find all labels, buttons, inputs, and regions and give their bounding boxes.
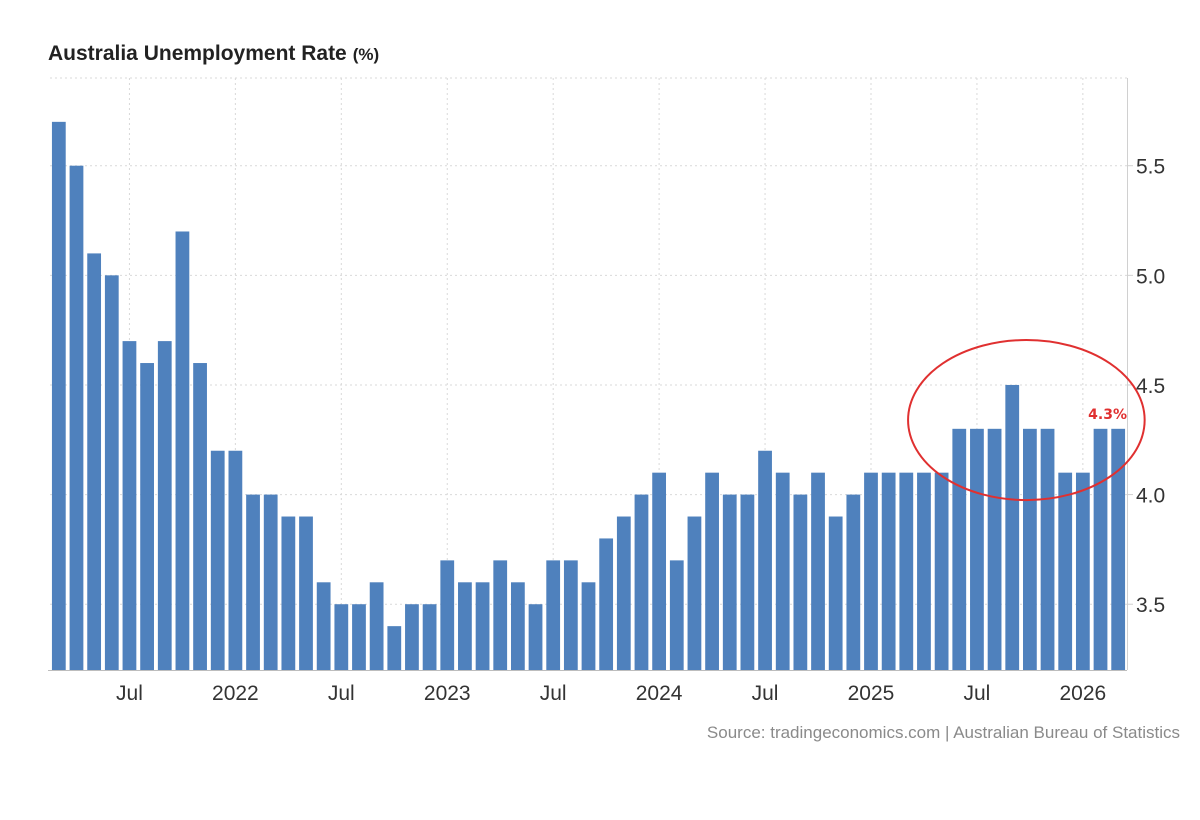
bar	[405, 604, 419, 670]
bar	[193, 363, 207, 670]
bar	[987, 428, 1002, 670]
bar	[334, 604, 349, 670]
x-tick-label: Jul	[752, 682, 779, 705]
bar	[917, 472, 931, 670]
bar	[811, 472, 825, 670]
x-tick-label: Jul	[116, 682, 143, 705]
bar	[705, 472, 719, 670]
bar	[475, 582, 490, 670]
bar	[51, 121, 66, 670]
bar	[369, 582, 384, 670]
bar	[563, 560, 578, 670]
bar	[1040, 428, 1055, 670]
bar	[828, 516, 843, 670]
bar	[422, 604, 437, 670]
chart-title: Australia Unemployment Rate	[48, 42, 347, 65]
bar	[440, 560, 455, 670]
bar	[616, 516, 631, 670]
bar	[210, 450, 225, 670]
bar	[510, 582, 525, 670]
y-tick-label: 4.5	[1136, 375, 1165, 398]
highlight-ellipse	[907, 339, 1146, 502]
bar	[1005, 384, 1020, 670]
bar	[581, 582, 596, 670]
bar	[934, 472, 949, 670]
bar	[970, 428, 984, 670]
bar	[775, 472, 790, 670]
y-tick-label: 4.0	[1136, 485, 1165, 508]
bar	[599, 538, 614, 670]
bar	[299, 516, 313, 670]
x-tick-label: 2023	[424, 682, 471, 705]
source-text: Source: tradingeconomics.com | Australia…	[707, 723, 1180, 742]
bar	[864, 472, 878, 670]
x-tick-label: Jul	[540, 682, 567, 705]
bar	[740, 494, 755, 670]
bar	[387, 626, 402, 670]
y-tick-label: 5.5	[1136, 156, 1165, 179]
x-axis-ticks: Jul 2022 Jul 2023 Jul 2024 Jul 2025 Jul 2026	[116, 682, 1106, 705]
bar	[846, 494, 861, 670]
axes	[48, 78, 1128, 671]
bar	[1111, 428, 1126, 670]
x-tick-label: 2025	[848, 682, 895, 705]
bar	[1093, 428, 1108, 670]
bar	[652, 472, 667, 670]
bar	[263, 494, 278, 670]
bar	[87, 253, 102, 670]
bar	[528, 604, 543, 670]
bar	[104, 275, 119, 670]
bar	[246, 494, 260, 670]
chart-unit: (%)	[353, 45, 379, 64]
x-tick-label: 2024	[636, 682, 683, 705]
bar	[122, 341, 137, 670]
x-tick-label: Jul	[963, 682, 990, 705]
bar	[687, 516, 702, 670]
bar	[157, 341, 172, 670]
bar	[140, 363, 154, 670]
bar	[352, 604, 366, 670]
x-tick-label: 2026	[1060, 682, 1107, 705]
y-tick-label: 5.0	[1136, 265, 1165, 288]
bar	[1058, 472, 1073, 670]
highlight-annotation: 4.3%	[907, 339, 1146, 502]
bar	[758, 450, 772, 670]
bar	[1023, 428, 1037, 670]
bar	[546, 560, 561, 670]
bar	[316, 582, 331, 670]
bar	[634, 494, 649, 670]
x-tick-label: Jul	[328, 682, 355, 705]
callout-label: 4.3%	[1088, 407, 1127, 423]
bar	[793, 494, 808, 670]
bar	[1075, 472, 1090, 670]
bar	[228, 450, 243, 670]
bar	[175, 231, 190, 670]
bar	[899, 472, 914, 670]
bar	[281, 516, 296, 670]
bar	[722, 494, 737, 670]
y-axis-ticks: 3.5 4.0 4.5 5.0 5.5	[1127, 156, 1165, 617]
x-tick-label: 2022	[212, 682, 259, 705]
bar	[69, 165, 84, 670]
bars	[51, 121, 1126, 670]
bar	[493, 560, 508, 670]
y-tick-label: 3.5	[1136, 594, 1165, 617]
bar	[881, 472, 896, 670]
bar	[669, 560, 684, 670]
bar	[458, 582, 472, 670]
bar	[952, 428, 967, 670]
